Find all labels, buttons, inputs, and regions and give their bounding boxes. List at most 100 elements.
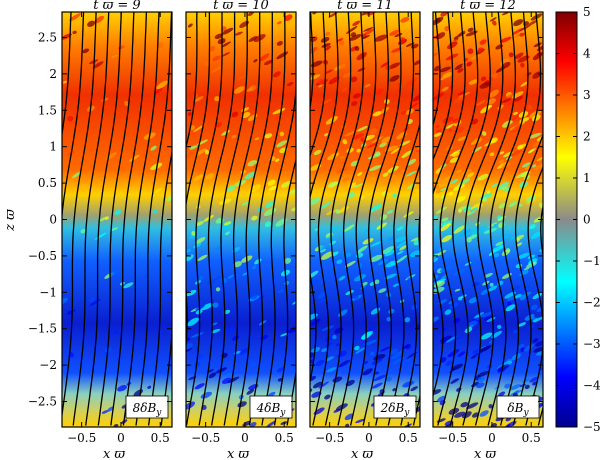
speckle <box>363 27 374 32</box>
speckle <box>321 325 335 332</box>
speckle <box>338 205 350 214</box>
speckle <box>497 324 502 329</box>
speckle <box>528 20 538 26</box>
speckle <box>501 98 512 103</box>
speckle <box>437 395 447 403</box>
speckle <box>69 352 74 358</box>
field-line <box>160 316 172 426</box>
speckle <box>381 136 391 144</box>
field-line <box>273 157 296 426</box>
speckle <box>195 148 207 156</box>
speckle <box>488 89 499 98</box>
speckle <box>241 112 251 118</box>
speckle <box>532 114 541 122</box>
speckle <box>142 275 148 279</box>
speckle <box>231 111 239 118</box>
speckle <box>440 224 450 232</box>
speckle <box>336 259 343 264</box>
speckle <box>526 194 536 203</box>
speckle <box>507 99 516 106</box>
speckle <box>404 317 411 323</box>
colorbar-tick-label: 3 <box>583 88 591 102</box>
speckle <box>528 132 542 139</box>
speckle <box>396 226 404 231</box>
speckle <box>106 406 115 412</box>
speckle <box>392 193 397 198</box>
speckle <box>476 99 486 106</box>
speckle <box>389 29 400 36</box>
speckle <box>373 374 387 382</box>
speckle <box>312 381 323 389</box>
colorbar-tick-label: 4 <box>583 47 591 61</box>
speckle <box>532 338 539 343</box>
speckle <box>381 246 394 255</box>
panel-label: 8δBy <box>125 395 169 419</box>
speckle <box>518 285 530 293</box>
speckle <box>510 124 523 133</box>
field-line <box>210 12 248 426</box>
speckle <box>364 41 370 46</box>
speckle <box>532 316 543 323</box>
speckle <box>324 45 332 51</box>
speckle <box>328 145 335 150</box>
speckle <box>94 15 105 24</box>
speckle <box>114 209 122 216</box>
speckle <box>328 76 340 85</box>
speckle <box>317 291 327 299</box>
speckle <box>354 274 366 282</box>
speckle <box>315 359 325 367</box>
speckle <box>82 48 90 54</box>
speckle <box>362 368 373 376</box>
speckle <box>371 204 382 211</box>
speckle <box>327 181 338 188</box>
x-tick-label: −0.5 <box>315 431 344 445</box>
speckle <box>482 197 487 202</box>
speckle <box>205 173 214 180</box>
speckle <box>517 322 527 327</box>
speckle <box>311 347 321 353</box>
speckle <box>156 80 168 90</box>
speckle <box>477 371 489 377</box>
speckle <box>276 21 282 25</box>
speckle <box>476 382 485 389</box>
speckle <box>352 133 365 140</box>
speckle <box>147 385 152 389</box>
panel-3: t ϖ = 11 2δBy −0.5 0 0.5 x ϖ <box>309 0 421 460</box>
speckle <box>253 59 258 63</box>
y-tick-label: −1.5 <box>28 322 57 336</box>
speckle <box>457 351 466 358</box>
speckle <box>253 295 267 302</box>
speckle <box>386 316 392 322</box>
speckle <box>218 198 232 205</box>
speckle <box>508 52 514 58</box>
field-line <box>375 12 415 426</box>
x-tick-label: 0 <box>241 431 249 445</box>
speckle <box>324 394 331 400</box>
speckle <box>389 75 400 82</box>
speckle <box>466 237 472 243</box>
speckle <box>339 155 346 160</box>
y-axis-label: z ϖ <box>3 209 18 232</box>
speckle <box>355 346 367 354</box>
speckle <box>501 249 511 256</box>
speckle <box>325 116 338 125</box>
speckle <box>491 330 502 339</box>
speckle <box>369 165 382 172</box>
speckle <box>477 47 484 53</box>
speckle <box>532 71 542 79</box>
speckle <box>489 17 497 22</box>
speckle <box>367 177 376 183</box>
speckle <box>433 132 442 137</box>
speckle <box>438 101 447 108</box>
speckle <box>352 20 361 26</box>
speckle <box>286 81 294 87</box>
x-axis-label: x ϖ <box>103 447 125 460</box>
field-lines <box>186 12 296 426</box>
speckle <box>371 382 383 389</box>
speckle <box>457 136 467 142</box>
speckle <box>384 273 397 280</box>
speckle <box>325 209 337 216</box>
speckle <box>225 231 230 236</box>
speckle <box>468 79 479 85</box>
speckle <box>399 244 408 251</box>
